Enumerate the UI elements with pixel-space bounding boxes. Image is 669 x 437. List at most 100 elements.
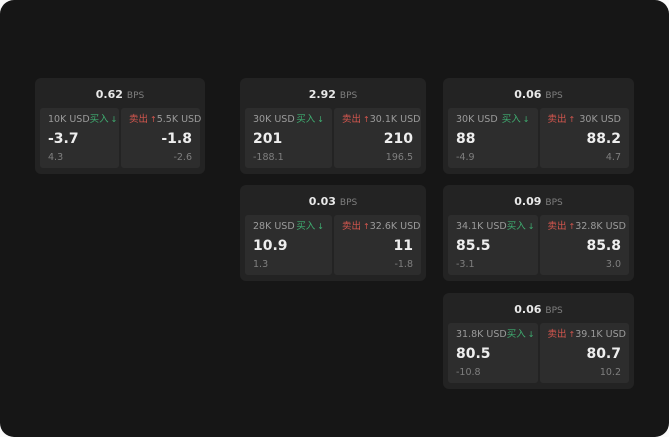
sell-side-button[interactable]: 卖出 ↑ xyxy=(548,329,576,341)
sell-price[interactable]: 88.2 xyxy=(586,131,621,147)
sell-side-button[interactable]: 卖出 ↑ xyxy=(342,221,370,233)
sell-sub-value: -2.6 xyxy=(173,152,192,163)
sell-side-button[interactable]: 卖出 ↑ xyxy=(342,114,370,126)
card-header: 0.62 BPS xyxy=(40,83,200,108)
buy-arrow-icon: ↓ xyxy=(527,330,535,339)
sell-arrow-icon: ↑ xyxy=(363,222,370,231)
buy-arrow-icon: ↓ xyxy=(522,115,530,124)
buy-sub-value: -3.1 xyxy=(456,259,475,270)
buy-side-button[interactable]: 买入 ↓ xyxy=(507,329,535,341)
sell-arrow-icon: ↑ xyxy=(363,115,370,124)
buy-quote-panel[interactable]: 31.8K USD 买入 ↓ 80.5 -10.8 xyxy=(448,323,538,383)
sell-side-button[interactable]: 卖出 ↑ xyxy=(129,114,157,126)
sell-side-label: 卖出 xyxy=(342,114,362,125)
buy-sub-value: -10.8 xyxy=(456,367,481,378)
bps-spread-value: 0.09 xyxy=(514,195,542,208)
sell-side-label: 卖出 xyxy=(342,221,362,232)
quote-panels: 30K USD 买入 ↓ 201 -188.1 卖出 ↑ 30.1K USD xyxy=(245,108,421,168)
sell-price[interactable]: 85.8 xyxy=(586,238,621,254)
sell-size-label: 5.5K USD xyxy=(156,114,202,125)
sell-sub-value: 196.5 xyxy=(385,152,413,163)
sell-panel-header: 卖出 ↑ 32.6K USD xyxy=(342,221,420,233)
buy-price[interactable]: 80.5 xyxy=(456,346,491,362)
sell-quote-panel[interactable]: 卖出 ↑ 39.1K USD 80.7 10.2 xyxy=(539,323,629,383)
buy-arrow-icon: ↓ xyxy=(110,115,118,124)
buy-quote-panel[interactable]: 30K USD 买入 ↓ 201 -188.1 xyxy=(245,108,332,168)
sell-size-label: 32.6K USD xyxy=(369,221,421,232)
bps-spread-value: 0.06 xyxy=(514,88,542,101)
quote-panels: 10K USD 买入 ↓ -3.7 4.3 卖出 ↑ 5.5K USD xyxy=(40,108,201,168)
buy-price[interactable]: 201 xyxy=(253,131,283,147)
bps-unit-label: BPS xyxy=(545,91,563,101)
sell-sub-value: 3.0 xyxy=(605,259,621,270)
bps-spread-value: 0.03 xyxy=(308,195,336,208)
buy-sub-value: -188.1 xyxy=(253,152,284,163)
buy-side-button[interactable]: 买入 ↓ xyxy=(296,221,324,233)
sell-side-label: 卖出 xyxy=(547,329,567,340)
buy-sub-value: 1.3 xyxy=(253,259,269,270)
sell-panel-header: 卖出 ↑ 30.1K USD xyxy=(342,114,420,126)
buy-price[interactable]: 10.9 xyxy=(253,238,288,254)
sell-side-button[interactable]: 卖出 ↑ xyxy=(548,114,576,126)
sell-price[interactable]: -1.8 xyxy=(161,131,192,147)
sell-price[interactable]: 210 xyxy=(383,131,413,147)
quote-panels: 30K USD 买入 ↓ 88 -4.9 卖出 ↑ 30K USD xyxy=(448,108,629,168)
sell-quote-panel[interactable]: 卖出 ↑ 30.1K USD 210 196.5 xyxy=(334,108,421,168)
buy-arrow-icon: ↓ xyxy=(317,115,324,124)
sell-sub-value: 10.2 xyxy=(599,367,621,378)
card-header: 0.06 BPS xyxy=(448,298,629,323)
buy-side-label: 买入 xyxy=(296,221,316,232)
buy-price[interactable]: 85.5 xyxy=(456,238,491,254)
buy-panel-header: 30K USD 买入 ↓ xyxy=(253,114,324,126)
sell-price[interactable]: 80.7 xyxy=(586,346,621,362)
buy-quote-panel[interactable]: 34.1K USD 买入 ↓ 85.5 -3.1 xyxy=(448,215,538,275)
buy-size-label: 30K USD xyxy=(253,114,295,125)
buy-quote-panel[interactable]: 10K USD 买入 ↓ -3.7 4.3 xyxy=(40,108,119,168)
sell-arrow-icon: ↑ xyxy=(568,330,576,339)
sell-arrow-icon: ↑ xyxy=(150,115,157,124)
card-header: 2.92 BPS xyxy=(245,83,421,108)
sell-side-label: 卖出 xyxy=(547,114,567,125)
sell-size-label: 30K USD xyxy=(579,114,621,125)
buy-side-button[interactable]: 买入 ↓ xyxy=(507,221,535,233)
quote-card: 0.06 BPS 30K USD 买入 ↓ 88 -4.9 卖出 ↑ xyxy=(443,78,634,174)
sell-panel-header: 卖出 ↑ 30K USD xyxy=(548,114,622,126)
buy-side-label: 买入 xyxy=(89,114,109,125)
buy-panel-header: 34.1K USD 买入 ↓ xyxy=(456,221,534,233)
quote-panels: 28K USD 买入 ↓ 10.9 1.3 卖出 ↑ 32.6K USD xyxy=(245,215,421,275)
buy-side-button[interactable]: 买入 ↓ xyxy=(296,114,324,126)
sell-side-button[interactable]: 卖出 ↑ xyxy=(548,221,576,233)
sell-quote-panel[interactable]: 卖出 ↑ 32.6K USD 11 -1.8 xyxy=(334,215,421,275)
buy-size-label: 34.1K USD xyxy=(456,221,507,232)
buy-side-label: 买入 xyxy=(501,114,521,125)
sell-price[interactable]: 11 xyxy=(393,238,413,254)
buy-arrow-icon: ↓ xyxy=(527,222,535,231)
buy-arrow-icon: ↓ xyxy=(317,222,324,231)
sell-quote-panel[interactable]: 卖出 ↑ 30K USD 88.2 4.7 xyxy=(539,108,629,168)
sell-sub-value: 4.7 xyxy=(605,152,621,163)
sell-arrow-icon: ↑ xyxy=(568,222,576,231)
buy-side-button[interactable]: 买入 ↓ xyxy=(502,114,530,126)
card-header: 0.06 BPS xyxy=(448,83,629,108)
quote-card: 0.03 BPS 28K USD 买入 ↓ 10.9 1.3 卖出 xyxy=(240,185,426,281)
buy-sub-value: 4.3 xyxy=(48,152,64,163)
sell-panel-header: 卖出 ↑ 5.5K USD xyxy=(129,114,201,126)
buy-size-label: 31.8K USD xyxy=(456,329,507,340)
buy-quote-panel[interactable]: 30K USD 买入 ↓ 88 -4.9 xyxy=(448,108,538,168)
bps-unit-label: BPS xyxy=(339,91,358,101)
buy-price[interactable]: -3.7 xyxy=(48,131,79,147)
buy-side-button[interactable]: 买入 ↓ xyxy=(90,114,118,126)
buy-price[interactable]: 88 xyxy=(456,131,476,147)
buy-size-label: 28K USD xyxy=(253,221,295,232)
quote-card: 0.62 BPS 10K USD 买入 ↓ -3.7 4.3 卖出 xyxy=(35,78,205,174)
buy-quote-panel[interactable]: 28K USD 买入 ↓ 10.9 1.3 xyxy=(245,215,332,275)
buy-side-label: 买入 xyxy=(506,329,526,340)
sell-size-label: 32.8K USD xyxy=(575,221,626,232)
sell-size-label: 30.1K USD xyxy=(369,114,421,125)
sell-quote-panel[interactable]: 卖出 ↑ 32.8K USD 85.8 3.0 xyxy=(539,215,629,275)
bps-unit-label: BPS xyxy=(126,91,145,101)
sell-panel-header: 卖出 ↑ 32.8K USD xyxy=(548,221,626,233)
bps-spread-value: 2.92 xyxy=(308,88,336,101)
bps-spread-value: 0.62 xyxy=(95,88,123,101)
sell-quote-panel[interactable]: 卖出 ↑ 5.5K USD -1.8 -2.6 xyxy=(121,108,201,168)
